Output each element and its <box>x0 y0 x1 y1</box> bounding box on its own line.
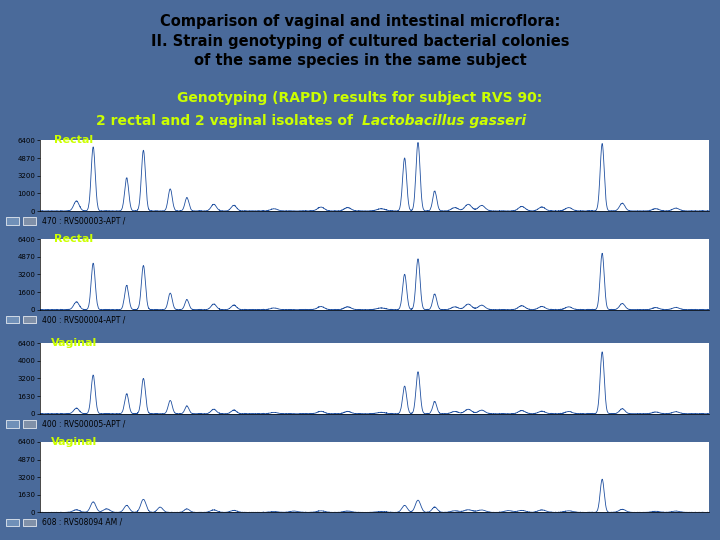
Text: Rectal: Rectal <box>54 136 94 145</box>
Text: 608 : RVS08094 AM /: 608 : RVS08094 AM / <box>42 518 122 527</box>
Bar <box>23 217 36 225</box>
Bar <box>6 420 19 428</box>
Text: A: A <box>55 167 67 182</box>
Text: Rectal: Rectal <box>54 234 94 244</box>
Bar <box>23 420 36 428</box>
Text: Comparison of vaginal and intestinal microflora:
II. Strain genotyping of cultur: Comparison of vaginal and intestinal mic… <box>150 14 570 69</box>
Text: 2 rectal and 2 vaginal isolates of: 2 rectal and 2 vaginal isolates of <box>96 114 358 129</box>
Bar <box>23 316 36 323</box>
Text: 400 : RVS00004-APT /: 400 : RVS00004-APT / <box>42 315 125 324</box>
Bar <box>23 519 36 526</box>
Text: 400 : RVS00005-APT /: 400 : RVS00005-APT / <box>42 419 125 428</box>
Text: 2 rectal and 2 vaginal isolates of Lactobacillus gasseri: 2 rectal and 2 vaginal isolates of Lacto… <box>148 114 572 129</box>
Text: Lactobacillus gasseri: Lactobacillus gasseri <box>362 114 526 129</box>
Text: Vaginal: Vaginal <box>50 338 97 348</box>
Text: A: A <box>55 468 67 483</box>
Bar <box>6 519 19 526</box>
Text: A: A <box>55 266 67 281</box>
Text: Vaginal: Vaginal <box>50 437 97 447</box>
Text: 470 : RVS00003-APT /: 470 : RVS00003-APT / <box>42 217 125 226</box>
Text: Genotyping (RAPD) results for subject RVS 90:: Genotyping (RAPD) results for subject RV… <box>177 91 543 105</box>
Bar <box>6 217 19 225</box>
Bar <box>6 316 19 323</box>
Text: A: A <box>55 370 67 384</box>
